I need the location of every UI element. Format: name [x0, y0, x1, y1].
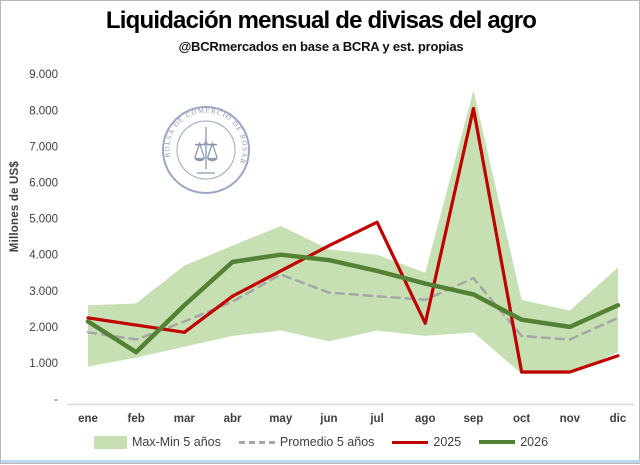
x-axis-label: mar — [174, 413, 196, 425]
x-axis-labels: ene feb mar abr may jun jul ago sep oct nov dic — [78, 413, 627, 425]
y-axis-label: 1.000 — [29, 358, 58, 370]
legend-swatch — [93, 435, 127, 449]
y-axis-label: 8.000 — [29, 105, 58, 117]
x-axis-label: ene — [78, 413, 98, 425]
legend-label: 2025 — [433, 435, 462, 449]
x-axis-label: feb — [128, 413, 145, 425]
x-axis-label: jul — [369, 413, 383, 425]
promedio-line — [86, 273, 620, 341]
y-axis-label: 2.000 — [29, 322, 58, 334]
x-axis-label: dic — [610, 413, 627, 425]
chart-legend: Max-Min 5 años Promedio 5 años 2025 2026 — [1, 429, 640, 455]
x-axis-label: nov — [560, 413, 581, 425]
y-axis-label: 7.000 — [29, 141, 58, 153]
chart-subtitle: @BCRmercados en base a BCRA y est. propi… — [178, 39, 464, 54]
legend-label: 2026 — [520, 435, 549, 449]
legend-item: 2025 — [392, 435, 461, 449]
legend-swatch — [479, 440, 516, 444]
bottom-accent-line — [1, 460, 640, 463]
x-axis-label: abr — [224, 413, 242, 425]
x-axis-label: may — [269, 413, 293, 425]
bcr-logo: BOLSA DE COMERCIO DE ROSARIO ⚖ — [1, 1, 250, 194]
legend-swatch — [238, 440, 275, 444]
y-axis-label: 5.000 — [29, 214, 58, 226]
line-2025 — [86, 106, 620, 374]
legend-label: Promedio 5 años — [279, 435, 375, 449]
x-axis-label: jun — [319, 413, 337, 425]
legend-item: Max-Min 5 años — [93, 435, 221, 449]
legend-item: Promedio 5 años — [238, 435, 375, 449]
y-axis-label: 3.000 — [29, 286, 58, 298]
x-axis-label: sep — [464, 413, 484, 425]
y-axis-label: - — [54, 394, 58, 406]
y-axis-labels: 9.000 8.000 7.000 6.000 5.000 4.000 3.000 2.000… — [29, 69, 58, 406]
x-axis-label: ago — [415, 413, 435, 425]
x-axis-label: oct — [513, 413, 530, 425]
y-axis-label: 4.000 — [29, 250, 58, 262]
y-axis-label: 6.000 — [29, 178, 58, 190]
chart-title: Liquidación mensual de divisas del agro — [105, 7, 537, 34]
legend-item: 2026 — [479, 435, 548, 449]
line-2026 — [85, 252, 621, 355]
y-axis-label: 9.000 — [29, 69, 58, 81]
legend-swatch — [392, 440, 429, 444]
legend-label: Max-Min 5 años — [131, 435, 221, 449]
